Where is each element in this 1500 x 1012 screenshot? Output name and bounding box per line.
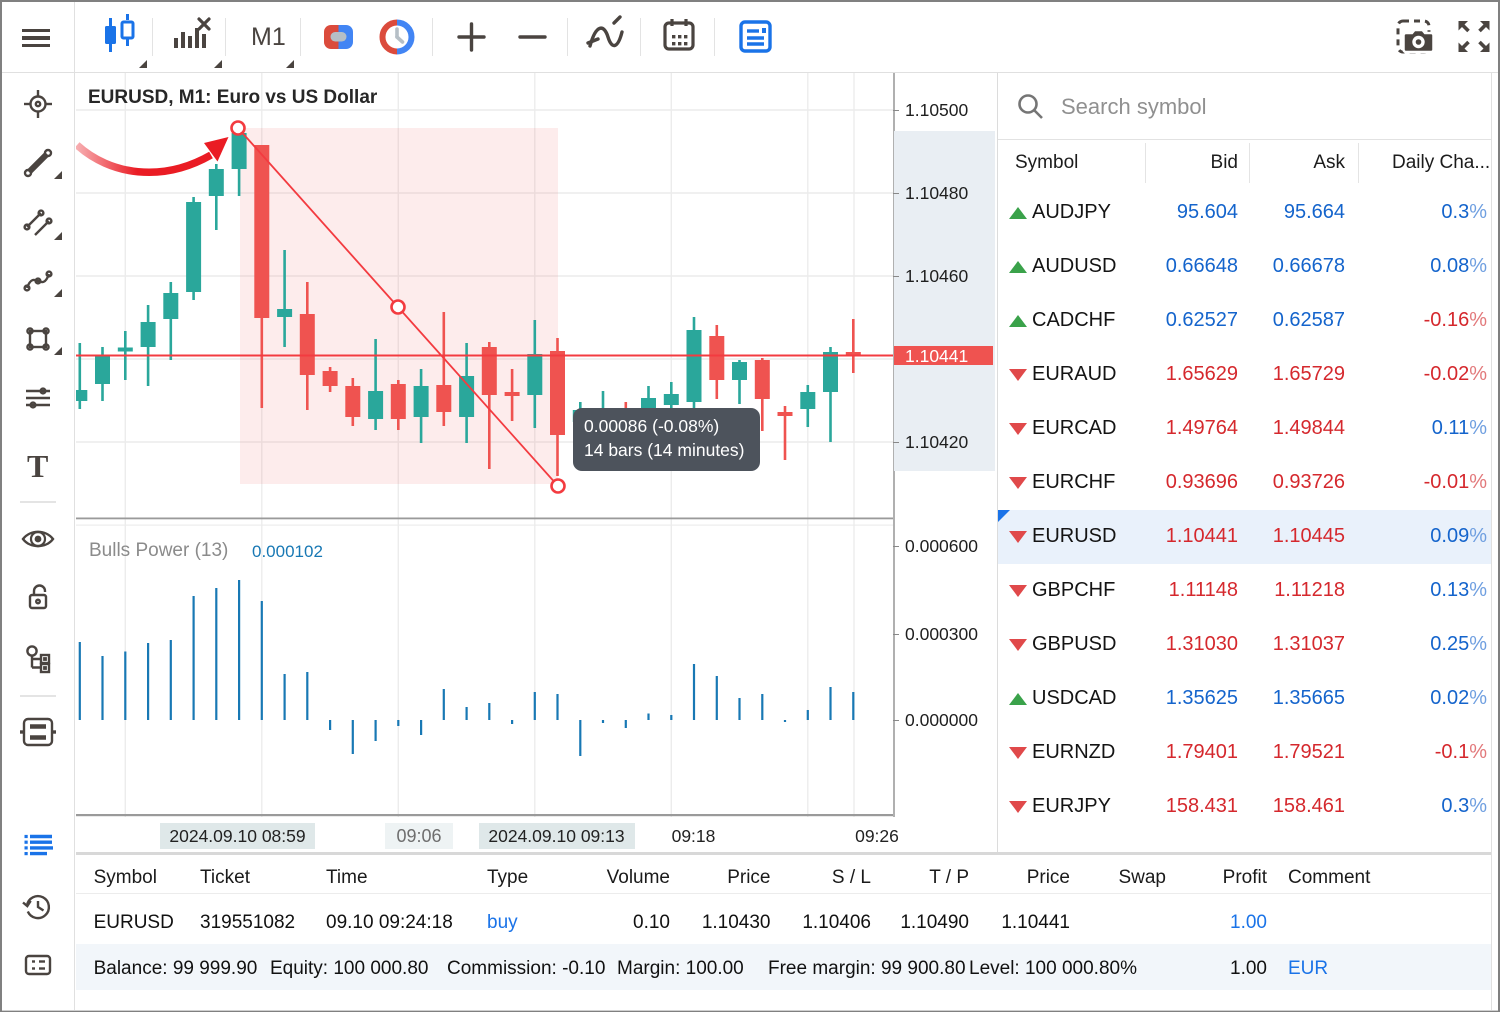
svg-text:M1: M1	[251, 23, 286, 51]
svg-text:T: T	[27, 448, 48, 484]
